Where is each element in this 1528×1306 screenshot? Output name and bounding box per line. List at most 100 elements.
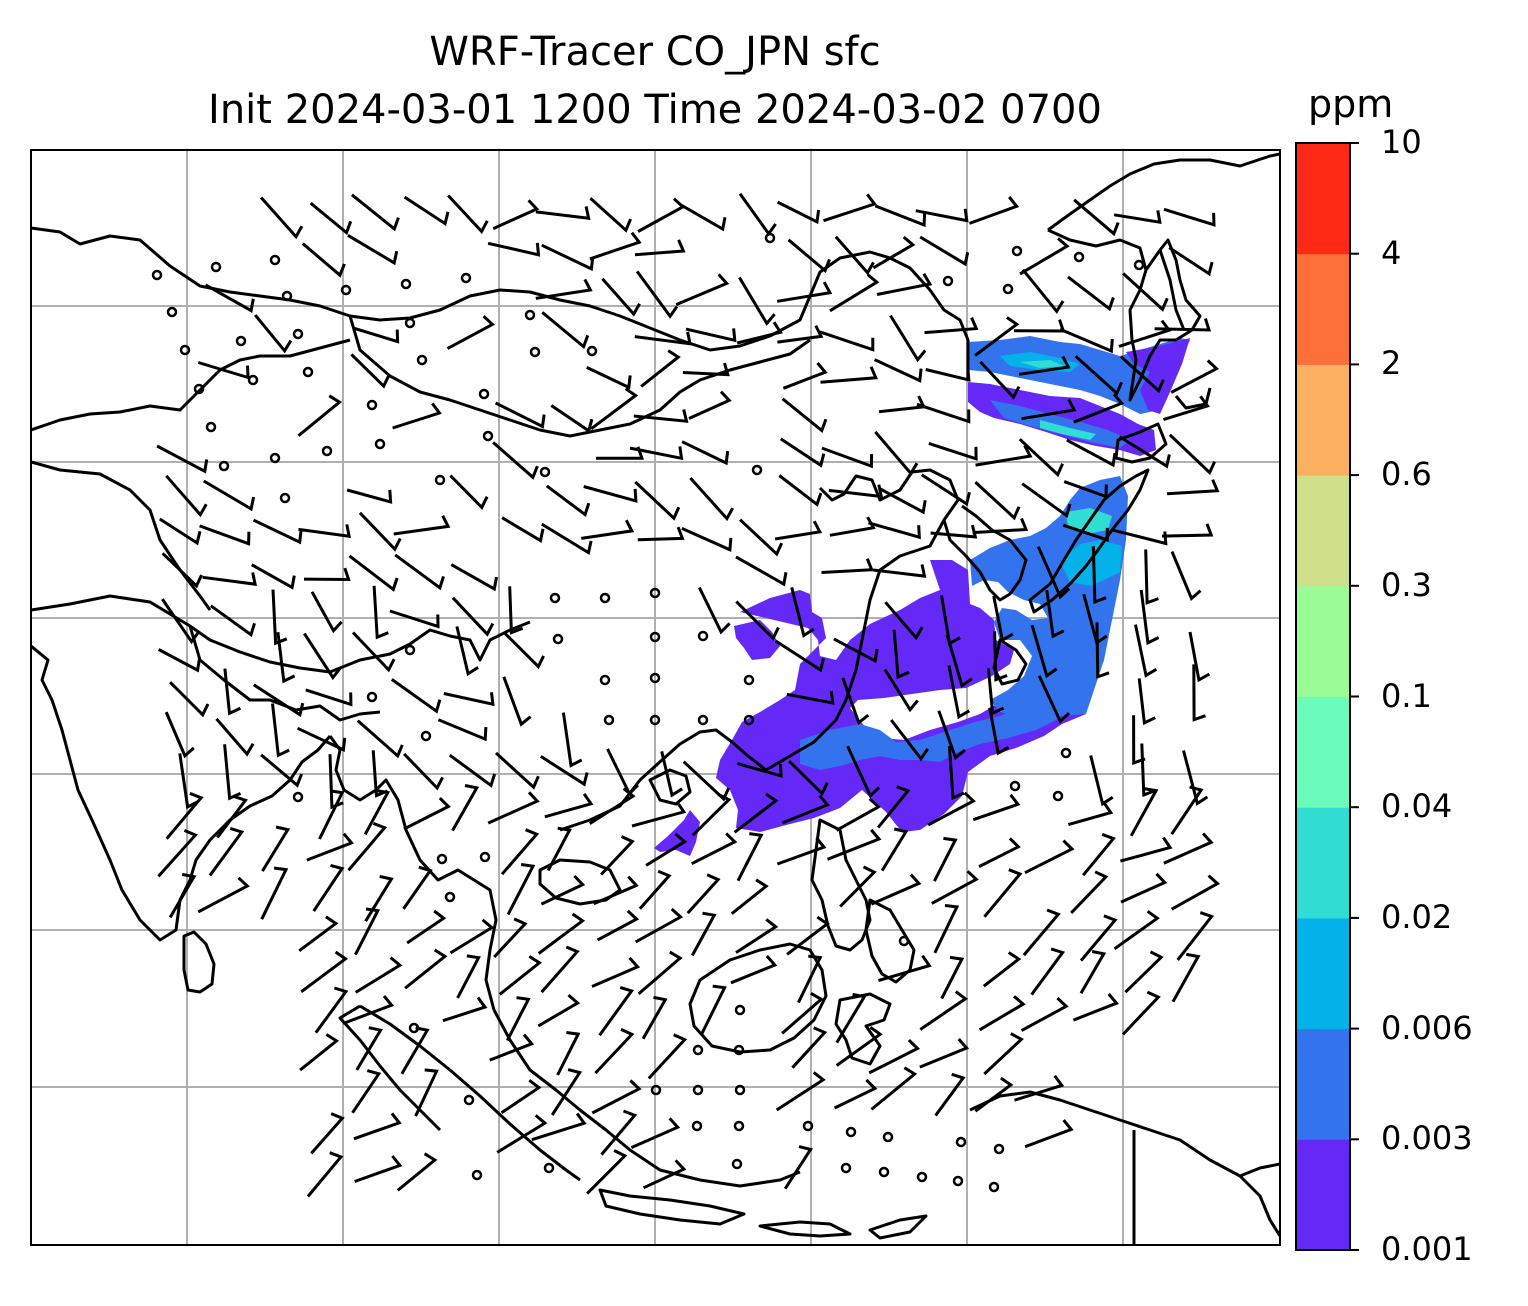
wind-barb bbox=[358, 511, 402, 552]
wind-barb bbox=[1124, 950, 1164, 994]
wind-barb bbox=[203, 479, 256, 512]
wind-barb-calm bbox=[549, 592, 561, 604]
wind-barb bbox=[403, 195, 450, 227]
wind-barb bbox=[681, 440, 730, 466]
wind-barb bbox=[541, 311, 590, 350]
wind-barb bbox=[686, 873, 721, 915]
wind-barb bbox=[414, 1068, 439, 1117]
wind-barb bbox=[634, 480, 681, 521]
wind-barb bbox=[982, 951, 1022, 988]
wind-barb bbox=[919, 990, 968, 1031]
wind-barb bbox=[924, 317, 979, 335]
wind-barb bbox=[306, 1151, 344, 1198]
wind-barb bbox=[916, 402, 971, 424]
wind-barb bbox=[535, 278, 593, 300]
wind-barb bbox=[161, 598, 200, 645]
wind-barb bbox=[630, 1117, 681, 1149]
wind-barb bbox=[786, 915, 830, 956]
wind-barb bbox=[841, 677, 870, 726]
wind-barb-calm bbox=[460, 272, 472, 284]
wind-barb bbox=[1120, 872, 1168, 904]
wind-barb bbox=[296, 726, 347, 752]
wind-barb bbox=[487, 241, 541, 257]
wind-barb bbox=[833, 637, 879, 664]
wind-barb-calm bbox=[898, 935, 910, 947]
wind-barb bbox=[1079, 950, 1107, 994]
wind-barb bbox=[634, 331, 692, 346]
wind-barb bbox=[299, 1033, 340, 1072]
wind-barb bbox=[1161, 523, 1214, 538]
colorbar-tick-label: 2 bbox=[1381, 344, 1402, 383]
wind-barb bbox=[403, 797, 451, 831]
wind-barb bbox=[347, 822, 388, 872]
wind-barb bbox=[303, 567, 351, 582]
wind-barb-calm bbox=[321, 445, 333, 457]
wind-barb bbox=[835, 992, 867, 1044]
wind-barb-calm bbox=[524, 309, 536, 321]
colorbar-tick-label: 0.04 bbox=[1381, 787, 1453, 826]
wind-barb bbox=[199, 524, 251, 546]
colorbar-unit-label: ppm bbox=[1308, 82, 1394, 126]
wind-barb bbox=[1030, 947, 1066, 996]
wind-barb bbox=[1067, 801, 1114, 827]
wind-barb bbox=[348, 554, 399, 592]
wind-barb bbox=[691, 793, 732, 837]
wind-barb bbox=[738, 276, 776, 326]
wind-barb bbox=[1073, 393, 1125, 424]
wind-barb-calm bbox=[599, 592, 611, 604]
wind-barb bbox=[635, 270, 679, 319]
wind-barb bbox=[870, 1066, 918, 1111]
wind-barb bbox=[1073, 198, 1120, 237]
wind-barb-calm bbox=[692, 1084, 704, 1096]
wind-barb bbox=[993, 631, 1008, 682]
wind-barb bbox=[164, 711, 195, 759]
wind-barb bbox=[870, 873, 922, 906]
colorbar-segment bbox=[1296, 917, 1350, 1030]
wind-barb-calm bbox=[420, 730, 432, 742]
colorbar-tick-label: 0.1 bbox=[1381, 676, 1432, 715]
wind-barb bbox=[873, 358, 923, 383]
wind-barb bbox=[598, 985, 635, 1037]
wind-barb-calm bbox=[281, 290, 293, 302]
wind-barb bbox=[1037, 675, 1071, 724]
wind-barb-calm bbox=[942, 275, 954, 287]
wind-barb bbox=[931, 870, 979, 905]
wind-barb bbox=[975, 444, 1033, 467]
wind-barb bbox=[447, 194, 489, 234]
wind-barb bbox=[1154, 318, 1212, 332]
wind-barb bbox=[868, 521, 921, 540]
wind-barb bbox=[455, 626, 479, 677]
wind-barb-calm bbox=[1002, 283, 1014, 295]
wind-barb bbox=[400, 1026, 430, 1075]
wind-barb bbox=[791, 1026, 828, 1069]
wind-barb bbox=[252, 518, 303, 545]
colorbar-segment bbox=[1296, 585, 1350, 697]
wind-barb bbox=[356, 719, 404, 759]
wind-barb bbox=[1134, 624, 1158, 678]
wind-barb bbox=[689, 476, 735, 522]
wind-barb bbox=[437, 718, 488, 742]
wind-barb bbox=[1063, 480, 1108, 499]
colorbar-tick-label: 0.003 bbox=[1381, 1119, 1473, 1158]
wind-barb bbox=[493, 917, 528, 959]
wind-barb bbox=[501, 516, 545, 543]
wind-barb bbox=[1163, 207, 1216, 227]
wind-barb bbox=[276, 632, 296, 684]
wind-barb bbox=[937, 710, 966, 761]
wind-barb bbox=[1119, 355, 1165, 394]
wind-barb bbox=[318, 789, 345, 840]
wind-barb bbox=[1070, 870, 1109, 914]
wind-barb bbox=[541, 243, 595, 272]
wind-barb bbox=[846, 745, 881, 799]
colorbar-tick-label: 10 bbox=[1381, 123, 1422, 161]
wind-barb bbox=[1171, 952, 1201, 1003]
wind-barb-calm bbox=[733, 1120, 745, 1132]
wind-barb bbox=[786, 690, 835, 705]
wind-barb bbox=[930, 524, 978, 539]
wind-barb bbox=[634, 239, 686, 257]
colorbar-segment bbox=[1296, 253, 1350, 365]
wind-barb bbox=[934, 1072, 966, 1117]
wind-barb-calm bbox=[650, 1084, 662, 1096]
wind-barb bbox=[915, 208, 969, 223]
wind-barb bbox=[730, 955, 778, 985]
